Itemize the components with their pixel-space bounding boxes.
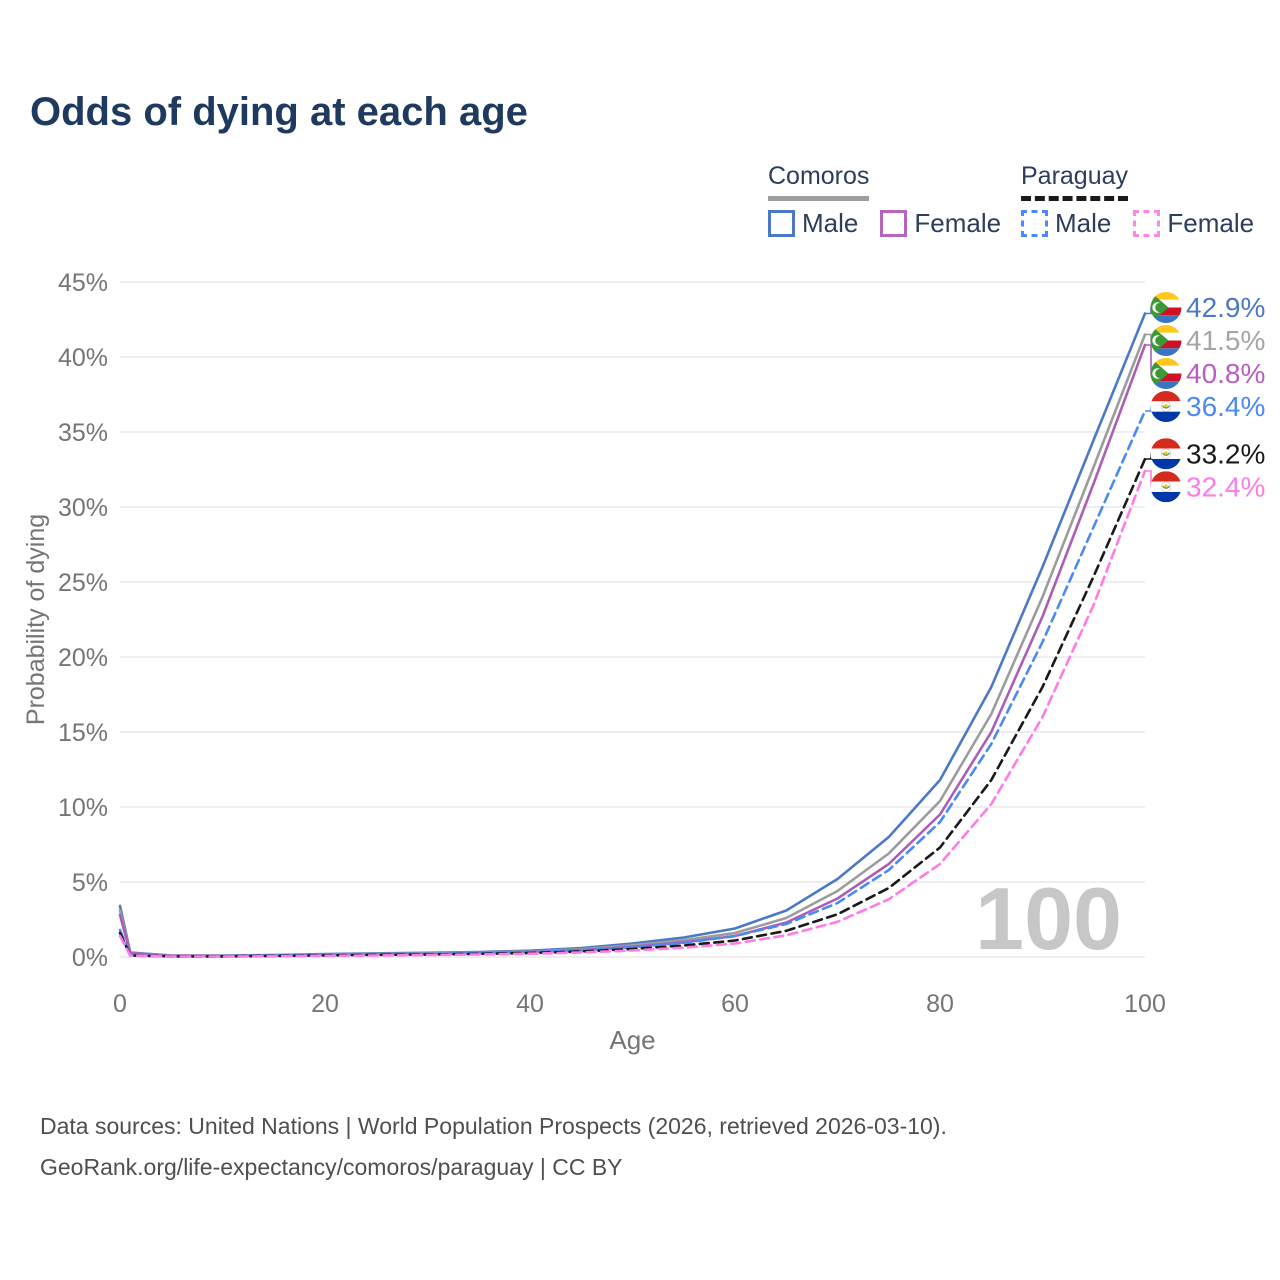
legend-item-comoros-male[interactable]: Male <box>768 208 858 239</box>
y-tick-label: 5% <box>72 869 108 897</box>
y-tick-label: 30% <box>58 494 108 522</box>
comoros-flag-icon <box>1150 325 1182 356</box>
legend-item-label: Male <box>1055 208 1112 238</box>
comoros-flag-icon <box>1150 358 1182 389</box>
legend-group-paraguay: Paraguay Male Female <box>1021 162 1254 239</box>
end-value-label-paraguay-male: 36.4% <box>1186 391 1265 422</box>
series-line-comoros-male[interactable] <box>118 312 1147 957</box>
checkbox-icon[interactable] <box>768 210 795 237</box>
legend-item-label: Female <box>914 208 1002 238</box>
footer-data-sources: Data sources: United Nations | World Pop… <box>40 1113 947 1139</box>
footer-attribution[interactable]: GeoRank.org/life-expectancy/comoros/para… <box>40 1154 623 1180</box>
x-tick-label: 20 <box>311 990 339 1018</box>
end-value-label-paraguay-female: 32.4% <box>1186 471 1265 502</box>
y-tick-label: 35% <box>58 419 108 447</box>
checkbox-icon[interactable] <box>1021 210 1048 237</box>
y-axis-title: Probability of dying <box>22 514 50 725</box>
comoros-flag-icon <box>1150 292 1182 323</box>
y-tick-label: 40% <box>58 344 108 372</box>
checkbox-icon[interactable] <box>1133 210 1161 237</box>
legend-title-paraguay: Paraguay <box>1021 162 1129 201</box>
legend-items-comoros: Male Female <box>768 208 1001 239</box>
x-tick-label: 0 <box>113 990 127 1018</box>
x-tick-label: 100 <box>1124 990 1166 1018</box>
legend-items-paraguay: Male Female <box>1021 208 1254 239</box>
y-tick-label: 45% <box>58 269 108 297</box>
age-watermark: 100 <box>975 869 1122 968</box>
y-tick-label: 10% <box>58 794 108 822</box>
paraguay-flag-icon <box>1150 391 1182 422</box>
end-value-label-comoros-male: 42.9% <box>1186 292 1265 323</box>
checkbox-icon[interactable] <box>880 210 908 237</box>
paraguay-flag-icon <box>1150 438 1182 470</box>
legend-item-paraguay-male[interactable]: Male <box>1021 208 1111 239</box>
mortality-line-chart: 0% 5% 10% 15% 20% 25% 30% 35% 40% 45% 0 20 40 60 80 100… <box>22 269 1265 1055</box>
end-value-label-comoros-female: 40.8% <box>1186 358 1265 389</box>
x-tick-label: 60 <box>721 990 749 1018</box>
footer: Data sources: United Nations | World Pop… <box>40 1106 947 1188</box>
y-tick-label: 25% <box>58 569 108 597</box>
y-tick-label: 20% <box>58 644 108 672</box>
legend-item-label: Male <box>802 208 859 238</box>
legend-item-label: Female <box>1167 208 1255 238</box>
page-title: Odds of dying at each age <box>30 90 528 134</box>
end-value-label-paraguay-both-sexes: 33.2% <box>1186 438 1265 469</box>
y-tick-label: 0% <box>72 944 108 972</box>
legend-title-comoros: Comoros <box>768 162 870 201</box>
series-line-comoros-both-sexes[interactable] <box>118 333 1147 958</box>
series-line-paraguay-female[interactable] <box>118 469 1147 958</box>
x-tick-label: 40 <box>516 990 544 1018</box>
series-line-comoros-female[interactable] <box>118 343 1147 958</box>
x-tick-label: 80 <box>926 990 954 1018</box>
y-tick-label: 15% <box>58 719 108 747</box>
legend-item-comoros-female[interactable]: Female <box>880 208 1001 239</box>
x-axis-title: Age <box>609 1025 655 1055</box>
paraguay-flag-icon <box>1150 471 1182 503</box>
legend-group-comoros: Comoros Male Female <box>768 162 1001 239</box>
chart-area: 0% 5% 10% 15% 20% 25% 30% 35% 40% 45% 0 20 40 60 80 100… <box>22 269 1265 1055</box>
legend-item-paraguay-female[interactable]: Female <box>1133 208 1254 239</box>
end-value-label-comoros-both-sexes: 41.5% <box>1186 325 1265 356</box>
